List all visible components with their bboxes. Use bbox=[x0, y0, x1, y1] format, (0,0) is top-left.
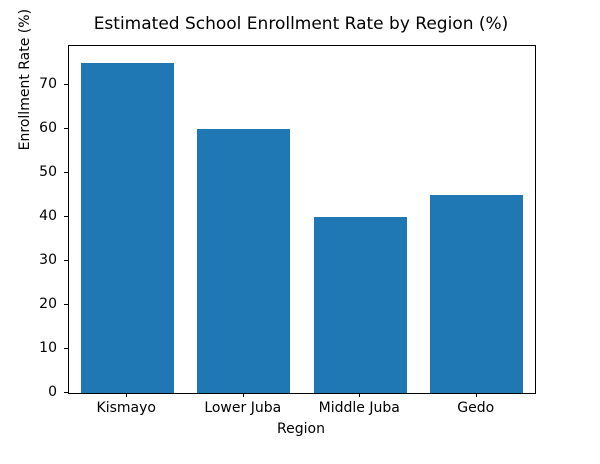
y-tick-mark bbox=[64, 392, 68, 393]
x-tick-label-gedo: Gedo bbox=[457, 400, 495, 416]
y-tick-label: 10 bbox=[39, 339, 57, 356]
x-axis-label: Region bbox=[277, 421, 325, 437]
y-tick-label: 40 bbox=[39, 207, 57, 224]
y-tick-label: 50 bbox=[39, 163, 57, 180]
bar-kismayo bbox=[80, 62, 174, 393]
x-tick-mark bbox=[242, 393, 244, 397]
bar-gedo bbox=[430, 194, 524, 393]
x-tick-label-middle-juba: Middle Juba bbox=[318, 400, 400, 416]
x-tick-label-lower-juba: Lower Juba bbox=[204, 400, 282, 416]
bar-middle-juba bbox=[313, 216, 407, 393]
y-tick-mark bbox=[64, 127, 68, 129]
y-tick-label: 0 bbox=[48, 384, 57, 400]
chart-title: Estimated School Enrollment Rate by Regi… bbox=[93, 14, 509, 34]
y-tick-mark bbox=[64, 83, 68, 85]
y-tick-label: 20 bbox=[39, 295, 57, 312]
y-tick-label: 30 bbox=[39, 251, 57, 268]
y-tick-mark bbox=[64, 259, 68, 261]
y-tick-mark bbox=[64, 347, 68, 349]
x-tick-label-kismayo: Kismayo bbox=[96, 400, 156, 416]
y-tick-label: 70 bbox=[39, 75, 57, 92]
y-tick-label: 60 bbox=[39, 119, 57, 136]
x-tick-mark bbox=[126, 393, 128, 397]
y-tick-mark bbox=[64, 215, 68, 217]
x-tick-mark bbox=[359, 393, 361, 397]
x-tick-mark bbox=[475, 393, 477, 397]
bar-lower-juba bbox=[197, 128, 291, 393]
y-tick-mark bbox=[64, 303, 68, 305]
plot-area bbox=[68, 45, 536, 394]
y-tick-mark bbox=[64, 171, 68, 173]
